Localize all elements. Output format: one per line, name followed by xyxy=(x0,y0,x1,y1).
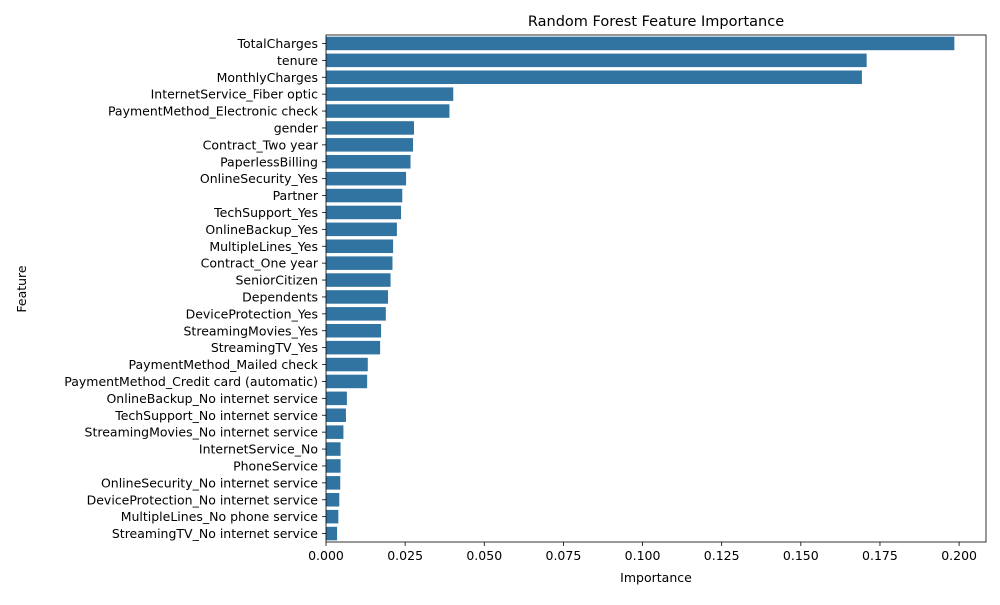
y-ticks: TotalCharges tenure MonthlyCharges Internet… xyxy=(64,36,326,541)
bar xyxy=(326,205,402,220)
bar xyxy=(326,290,389,304)
y-tick-label: gender xyxy=(274,120,319,135)
y-tick-label: MultipleLines_No phone service xyxy=(121,509,319,524)
bar xyxy=(326,357,368,372)
y-tick-label: PhoneService xyxy=(233,458,318,473)
y-tick-label: PaymentMethod_Electronic check xyxy=(108,104,319,119)
y-tick-label: MultipleLines_Yes xyxy=(209,239,318,254)
y-tick-label: TechSupport_Yes xyxy=(213,205,318,220)
bar xyxy=(326,323,382,338)
y-tick-label: StreamingTV_Yes xyxy=(211,340,318,355)
chart-title: Random Forest Feature Importance xyxy=(528,14,784,30)
y-tick-label: PaperlessBilling xyxy=(220,154,318,169)
bar xyxy=(326,509,339,524)
x-tick-label: 0.125 xyxy=(704,548,740,563)
y-tick-label: StreamingMovies_No internet service xyxy=(85,425,319,440)
bar xyxy=(326,391,347,406)
y-tick-label: Partner xyxy=(273,188,319,203)
bar xyxy=(326,307,386,321)
bar xyxy=(326,476,341,490)
bar xyxy=(326,408,346,423)
y-tick-label: Dependents xyxy=(242,289,318,304)
x-tick-label: 0.050 xyxy=(466,548,502,563)
y-axis-label: Feature xyxy=(14,265,29,313)
y-tick-label: OnlineSecurity_Yes xyxy=(200,171,318,186)
y-tick-label: DeviceProtection_No internet service xyxy=(87,492,319,507)
bar xyxy=(326,459,341,473)
y-tick-label: DeviceProtection_Yes xyxy=(186,306,318,321)
y-tick-label: InternetService_No xyxy=(199,442,318,457)
bar xyxy=(326,256,393,270)
bar xyxy=(326,121,414,135)
x-tick-label: 0.200 xyxy=(941,548,977,563)
y-tick-label: OnlineBackup_No internet service xyxy=(106,391,318,406)
bar xyxy=(326,425,344,439)
y-tick-label: MonthlyCharges xyxy=(217,70,318,85)
bar xyxy=(326,70,862,85)
y-tick-label: Contract_One year xyxy=(201,256,319,271)
y-tick-label: PaymentMethod_Credit card (automatic) xyxy=(64,374,318,389)
bar xyxy=(326,340,381,355)
bar xyxy=(326,239,394,254)
bar xyxy=(326,171,407,186)
x-tick-label: 0.150 xyxy=(783,548,819,563)
bar xyxy=(326,87,454,101)
x-axis-label: Importance xyxy=(620,570,692,585)
x-tick-label: 0.000 xyxy=(308,548,344,563)
bar xyxy=(326,53,867,68)
bar xyxy=(326,273,391,287)
y-tick-label: OnlineSecurity_No internet service xyxy=(101,475,318,490)
y-tick-label: PaymentMethod_Mailed check xyxy=(129,357,319,372)
x-tick-label: 0.025 xyxy=(387,548,423,563)
x-ticks: 0.000 0.025 0.050 0.075 0.100 0.125 0.150 0.175… xyxy=(308,542,977,563)
bar xyxy=(326,492,340,507)
bar xyxy=(326,188,403,203)
bar xyxy=(326,526,338,541)
y-tick-label: StreamingMovies_Yes xyxy=(184,323,319,338)
bar xyxy=(326,222,397,237)
y-tick-label: InternetService_Fiber optic xyxy=(151,87,319,102)
y-tick-label: tenure xyxy=(277,53,318,68)
y-tick-label: Contract_Two year xyxy=(203,137,319,152)
x-tick-label: 0.075 xyxy=(546,548,582,563)
bar xyxy=(326,104,450,118)
bar xyxy=(326,36,955,51)
bar xyxy=(326,374,368,389)
x-tick-label: 0.100 xyxy=(625,548,661,563)
bars-layer xyxy=(326,36,955,541)
x-tick-label: 0.175 xyxy=(862,548,898,563)
y-tick-label: StreamingTV_No internet service xyxy=(112,526,318,541)
bar xyxy=(326,442,341,456)
plot-frame xyxy=(325,34,987,543)
y-tick-label: TechSupport_No internet service xyxy=(114,408,318,423)
y-tick-label: OnlineBackup_Yes xyxy=(205,222,318,237)
bar xyxy=(326,138,414,152)
bar xyxy=(326,154,411,169)
y-tick-label: TotalCharges xyxy=(236,36,318,51)
y-tick-label: SeniorCitizen xyxy=(235,273,318,288)
